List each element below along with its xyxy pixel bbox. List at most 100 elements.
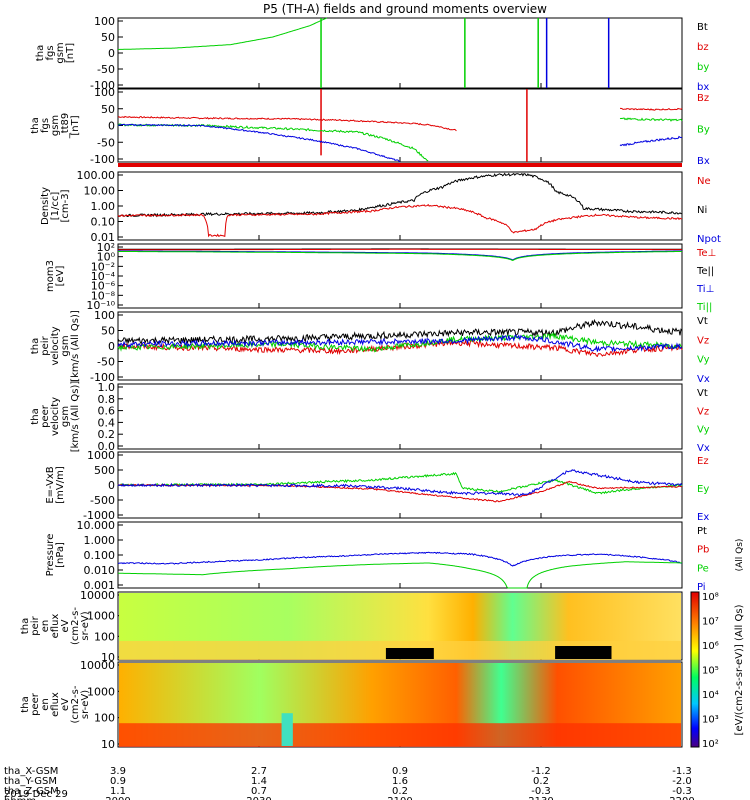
y-axis-label: peir (40, 335, 51, 355)
y-tick-label: 10.000 (77, 519, 116, 532)
y-axis-label: fgs (40, 118, 51, 133)
time-axis-value: -1.3 (672, 766, 692, 777)
time-axis-value: 2030 (246, 796, 271, 800)
y-axis-label: peer (40, 404, 51, 428)
y-tick-label: 10⁻⁴ (91, 270, 116, 283)
y-axis-label: [cm-3] (60, 189, 71, 222)
y-axis-label: tha (20, 618, 31, 634)
y-tick-label: 10 (101, 651, 115, 664)
time-axis-value: -1.2 (531, 766, 551, 777)
panel-frame (117, 383, 683, 450)
series-line-Ni (117, 172, 682, 218)
y-axis-label: eV (60, 619, 71, 632)
y-axis-label: eV (60, 698, 71, 711)
panel-9: 10000 1000 100 10 tha peir en eflux eV (cm2-s-sr-… (20, 589, 683, 664)
colorbar-tick-label: 10⁶ (702, 641, 719, 652)
time-axis-value: 3.9 (110, 766, 126, 777)
legend-entry: Ey (697, 484, 709, 495)
time-axis-row-label: tha_Y-GSM (4, 776, 57, 787)
y-tick-label: 0 (108, 479, 115, 492)
colorbar-tick-label: 10⁷ (702, 617, 719, 628)
panel-5: 100 50 0 -50 -100 tha peir velocity gsm [km/s (Al… (30, 309, 710, 385)
y-axis-label: sr-eV) (80, 690, 91, 719)
y-tick-label: 100 (94, 712, 115, 725)
y-axis-label: gsm (50, 115, 61, 136)
spectrogram-gap (385, 648, 434, 659)
y-tick-label: 0.01 (91, 231, 116, 244)
y-tick-label: 0.100 (84, 549, 116, 562)
y-tick-label: -50 (97, 356, 115, 369)
time-axis-value: 0.9 (110, 776, 126, 787)
time-axis-value: 0.2 (533, 776, 549, 787)
colorbar-tick-label: 10⁴ (702, 690, 719, 701)
y-tick-label: 50 (101, 325, 115, 338)
legend-entry: Vx (697, 443, 710, 454)
y-axis-label: [km/s (All Qs)] (70, 310, 81, 382)
legend-entry: Ez (697, 456, 709, 467)
colorbar-ticks: 10⁸ 10⁷ 10⁶ 10⁵ 10⁴ 10³ 10² (702, 592, 719, 750)
time-axis-value: 2000 (105, 796, 130, 800)
y-axis-label: tha (20, 696, 31, 712)
y-tick-label: 0.10 (91, 216, 116, 229)
y-axis-label: en (40, 698, 51, 711)
y-axis-label: [mV/m] (55, 466, 66, 504)
series-line-Bx (118, 123, 401, 163)
y-axis-label: [km/s (All Qs)] (70, 381, 81, 453)
legend-entry: Bx (697, 156, 710, 167)
legend-note: (All Qs) (735, 539, 745, 572)
series-line-Pe (118, 561, 683, 589)
series-line-Ne (117, 203, 683, 238)
y-tick-label: 1.0 (98, 381, 116, 394)
y-tick-label: 0.010 (84, 564, 116, 577)
y-axis-label: peir (30, 615, 41, 635)
y-tick-label: 500 (94, 464, 115, 477)
time-axis-value: 0.2 (392, 786, 408, 797)
legend-entry: Ne (697, 176, 711, 187)
legend-entry: Ex (697, 512, 709, 523)
legend-entry: Te|| (696, 266, 714, 277)
legend-entry: Vx (697, 374, 710, 385)
series-line-By (619, 117, 683, 122)
y-axis-label: eflux (50, 614, 61, 639)
y-tick-label: 0.8 (98, 393, 116, 406)
legend-entry: Pt (697, 526, 707, 537)
y-tick-label: 10⁻¹⁰ (86, 299, 115, 312)
panel-3: 100.00 10.00 1.00 0.10 0.01 Density [1/cc] [cm-… (40, 169, 721, 245)
panel-frame (117, 521, 683, 589)
y-axis-label: E=-VxB (45, 466, 56, 503)
time-axis-date: 2019 Dec 29 (4, 789, 68, 800)
y-axis-label: gsm (60, 406, 71, 427)
y-tick-label: 1.000 (84, 534, 116, 547)
legend-entry: Pb (697, 545, 709, 556)
y-axis-label: tha (30, 117, 41, 133)
series-line-Bx (619, 135, 683, 147)
y-tick-label: -50 (97, 63, 115, 76)
legend-entry: Ni (697, 205, 707, 216)
chart-title: P5 (TH-A) fields and ground moments over… (263, 2, 547, 16)
legend-entry: Vz (697, 335, 709, 346)
time-axis-value: 1.4 (251, 776, 267, 787)
y-tick-label: 10.00 (84, 185, 116, 198)
series-line-Ti|| (118, 251, 682, 262)
y-axis-label: Density (40, 187, 51, 225)
y-axis-label: eflux (50, 692, 61, 717)
legend-entry: Bz (697, 93, 709, 104)
time-axis-value: 0.9 (392, 766, 408, 777)
series-line-Ex (117, 469, 683, 497)
y-axis-label: [nT] (65, 43, 76, 63)
y-axis-label: tha (30, 408, 41, 424)
y-axis-label: tha (35, 45, 46, 61)
y-axis-label: (cm2-s- (70, 607, 81, 645)
legend-entry: Vy (697, 425, 710, 436)
y-axis-label: mom3 (45, 260, 56, 292)
y-tick-label: 100.00 (77, 169, 116, 182)
legend-entry: Pi (697, 582, 706, 593)
y-axis-label: gsm (55, 42, 66, 63)
time-axis-value: -0.3 (531, 786, 551, 797)
series-line-Ey (117, 471, 683, 495)
legend-entry: Vz (697, 406, 709, 417)
legend-entry: bz (697, 42, 709, 53)
